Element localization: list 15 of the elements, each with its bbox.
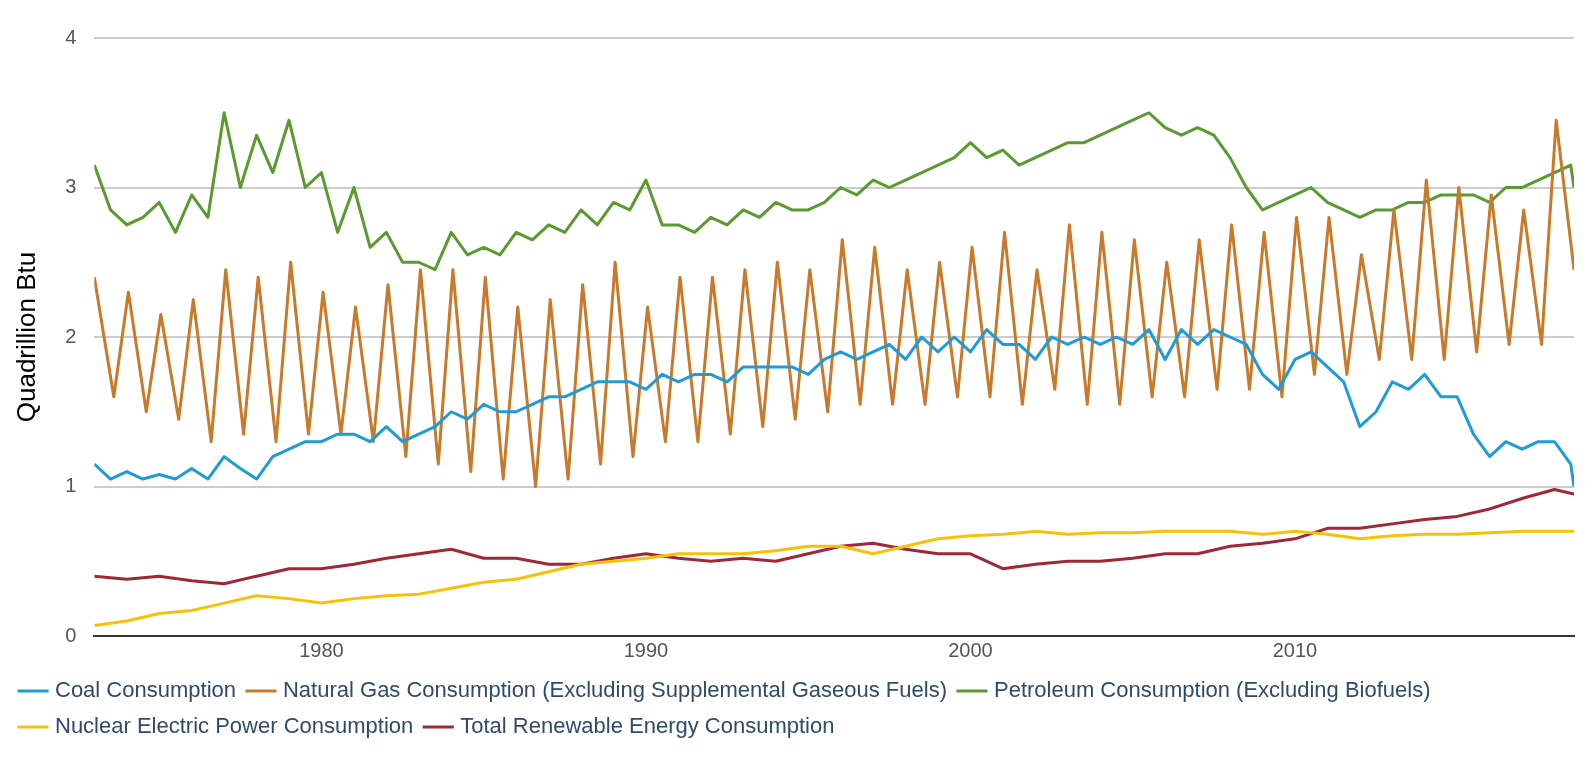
y-tick-label: 1 [65,474,77,497]
legend-label: Coal Consumption [55,677,236,703]
y-tick-label: 0 [65,623,77,646]
legend-label: Nuclear Electric Power Consumption [55,713,414,739]
y-tick-label: 4 [65,25,77,48]
x-tick-label: 1980 [299,638,344,661]
legend-label: Natural Gas Consumption (Excluding Supplemental Gaseous Fuels) [282,677,947,703]
y-axis-title: Quadrillion Btu [10,251,41,423]
legend-label: Total Renewable Energy Consumption [460,713,835,739]
x-tick-label: 1990 [623,638,669,661]
y-tick-label: 2 [65,324,77,347]
x-tick-label: 2010 [1272,638,1318,661]
y-tick-label: 3 [65,175,77,198]
legend-label: Petroleum Consumption (Excluding Biofuels) [993,677,1431,703]
x-tick-label: 2000 [948,638,993,661]
